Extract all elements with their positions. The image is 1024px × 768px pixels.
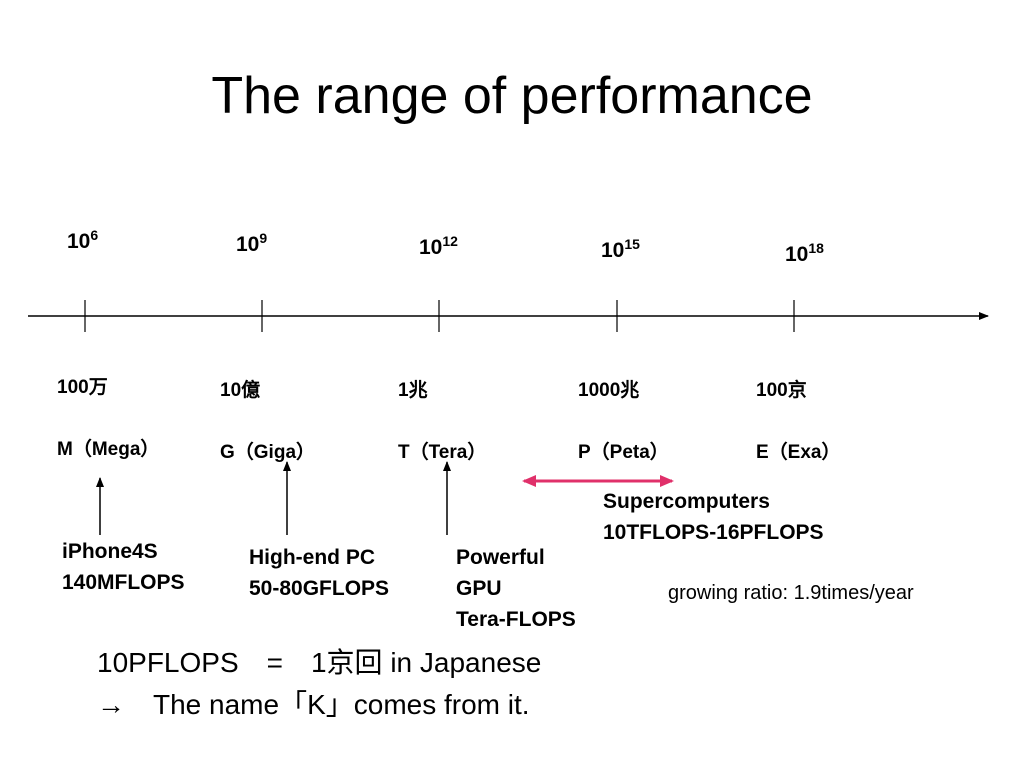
power-exponent: 6 [90, 227, 99, 243]
unit-prefix: T（Tera） [398, 442, 487, 463]
unit-japanese: 1000兆 [578, 380, 640, 401]
power-exponent: 18 [808, 240, 824, 256]
footer-line: → The name「K」comes from it. [97, 689, 530, 720]
slide-title: The range of performance [211, 67, 813, 125]
example-line: High-end PC [249, 546, 375, 569]
supercomputer-line: 10TFLOPS-16PFLOPS [603, 521, 824, 544]
unit-japanese: 100京 [756, 380, 807, 401]
power-base: 10 [785, 243, 809, 266]
power-label: 1012 [419, 234, 458, 258]
power-base: 10 [236, 233, 260, 256]
supercomputer-line: Supercomputers [603, 490, 770, 513]
power-exponent: 9 [259, 230, 268, 246]
power-exponent: 12 [442, 233, 458, 249]
unit-japanese: 100万 [57, 377, 108, 398]
power-label: 1015 [601, 237, 640, 261]
power-label: 106 [67, 228, 98, 252]
example-line: 140MFLOPS [62, 571, 185, 594]
unit-japanese: 10億 [220, 380, 261, 401]
unit-prefix: M（Mega） [57, 439, 160, 460]
unit-prefix: P（Peta） [578, 442, 669, 463]
example-line: iPhone4S [62, 540, 158, 563]
unit-prefix: E（Exa） [756, 442, 841, 463]
power-label: 109 [236, 231, 267, 255]
example-line: Powerful [456, 546, 545, 569]
power-exponent: 15 [624, 236, 640, 252]
power-base: 10 [67, 230, 91, 253]
footer-line: 10PFLOPS = 1京回 in Japanese [97, 647, 542, 678]
example-line: Tera-FLOPS [456, 608, 576, 631]
unit-japanese: 1兆 [398, 380, 428, 401]
pointer-arrows [96, 461, 451, 535]
example-line: 50-80GFLOPS [249, 577, 390, 600]
power-label: 1018 [785, 241, 824, 265]
power-base: 10 [601, 239, 625, 262]
power-base: 10 [419, 236, 443, 259]
example-line: GPU [456, 577, 502, 600]
ticks [84, 300, 795, 332]
unit-prefix: G（Giga） [220, 442, 316, 463]
growth-note: growing ratio: 1.9times/year [668, 582, 914, 604]
